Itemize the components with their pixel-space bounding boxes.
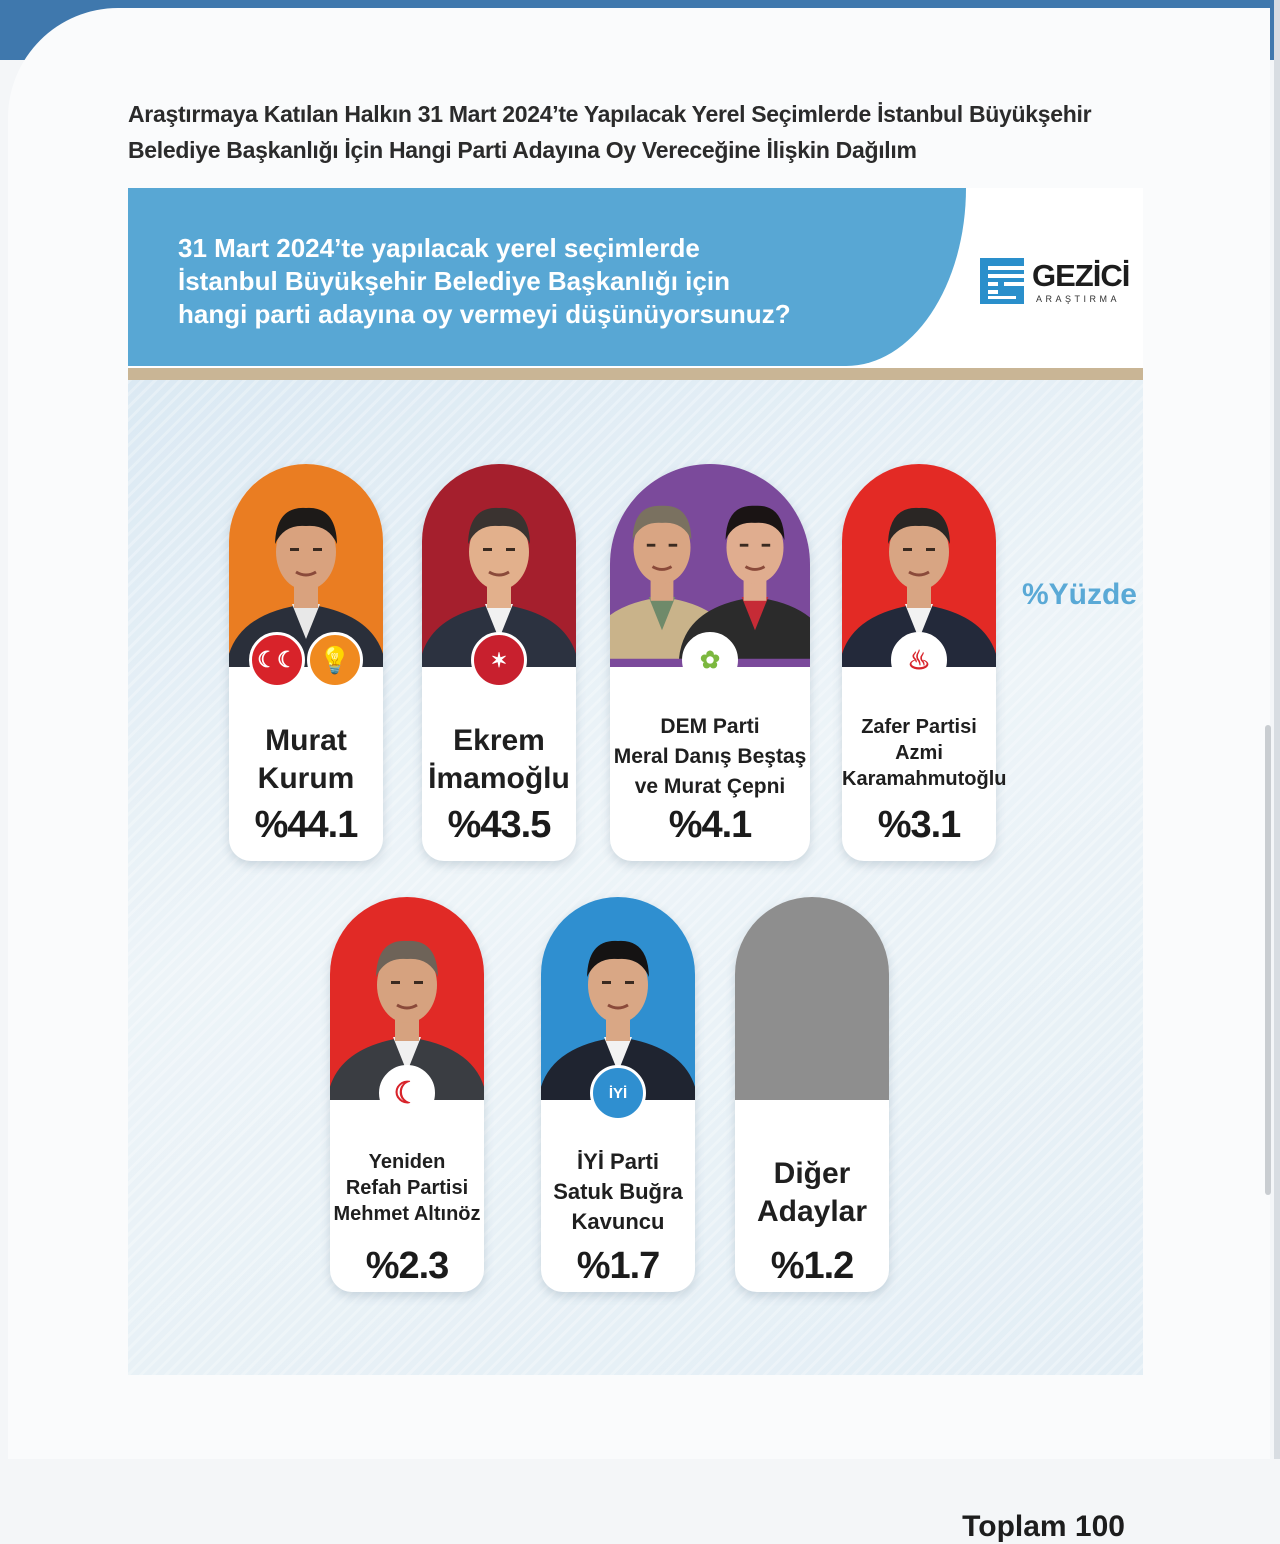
candidate-name-line: Refah Partisi	[345, 1177, 469, 1199]
party-logos: ☾☾ 💡	[229, 632, 383, 692]
dem-party-logo-icon: ✿	[682, 632, 738, 688]
candidate-percentage: %43.5	[447, 804, 552, 846]
candidate-name-line: Zafer Partisi	[861, 716, 977, 738]
candidate-name-line: Mehmet Altınöz	[333, 1203, 481, 1225]
gezici-g-icon	[980, 258, 1024, 304]
candidate-name-line: Kavuncu	[571, 1209, 665, 1234]
candidate-card: Diğer Adaylar %1.2	[735, 897, 889, 1292]
unit-label: %Yüzde	[1021, 578, 1137, 611]
candidate-name-line: Karamahmutoğlu	[842, 768, 1007, 790]
party-logos: ✶	[422, 632, 576, 692]
candidate-portrait-icon	[842, 507, 996, 667]
page-title-line-2: Belediye Başkanlığı İçin Hangi Parti Ada…	[128, 137, 917, 163]
question-banner: 31 Mart 2024’te yapılacak yerel seçimler…	[128, 188, 966, 366]
candidate-name-line: Kurum	[257, 762, 355, 795]
candidate-percentage: %3.1	[877, 804, 962, 846]
party-logos: ✿	[610, 632, 810, 692]
candidate-name-line: Satuk Buğra	[553, 1179, 683, 1204]
page-title-line-1: Araştırmaya Katılan Halkın 31 Mart 2024’…	[128, 101, 1092, 127]
scrollbar-thumb[interactable]	[1265, 725, 1271, 1195]
iyi-badge-text: İYİ	[608, 1084, 628, 1102]
logo-subtitle: ARAŞTIRMA	[1036, 294, 1121, 304]
candidate-portrait-icon	[610, 505, 810, 659]
banner-divider	[128, 368, 1143, 380]
candidate-name: İYİ Parti Satuk Buğra Kavuncu	[541, 1147, 695, 1237]
question-line-2: İstanbul Büyükşehir Belediye Başkanlığı …	[178, 266, 730, 296]
candidate-percentage: %2.3	[365, 1245, 450, 1287]
candidate-card: ♨ Zafer Partisi Azmi Karamahmutoğlu %3.1	[842, 464, 1007, 861]
candidate-name-line: İYİ Parti	[577, 1149, 659, 1174]
chart-panel: %Yüzde Toplam 100 ☾☾ 💡 Murat Kurum %44.1 ✶ Ekr…	[128, 380, 1143, 1543]
candidate-card: İYİ İYİ Parti Satuk Buğra Kavuncu %1.7	[541, 897, 695, 1292]
candidate-name-line: Meral Danış Beştaş	[613, 745, 807, 768]
chp-logo-icon: ✶	[471, 632, 527, 688]
candidate-card: ✿ DEM Parti Meral Danış Beştaş ve Murat Çep…	[610, 464, 810, 861]
candidate-name-line: Azmi	[895, 742, 943, 764]
yrp-logo-icon: ☾	[379, 1065, 435, 1121]
question-line-1: 31 Mart 2024’te yapılacak yerel seçimler…	[178, 233, 700, 263]
party-logos: İYİ	[541, 1065, 695, 1125]
candidate-name-line: Yeniden	[368, 1151, 446, 1173]
candidate-percentage: %1.2	[770, 1245, 855, 1287]
candidate-name: Yeniden Refah Partisi Mehmet Altınöz	[330, 1149, 484, 1227]
candidate-name: Ekrem İmamoğlu	[422, 722, 576, 798]
zafer-party-logo-icon: ♨	[891, 632, 947, 688]
candidate-name: Zafer Partisi Azmi Karamahmutoğlu	[842, 714, 1007, 792]
party-logos: ♨	[842, 632, 996, 692]
candidate-percentage: %44.1	[254, 804, 359, 846]
candidate-name: DEM Parti Meral Danış Beştaş ve Murat Çepn…	[610, 712, 810, 802]
infographic-card: 31 Mart 2024’te yapılacak yerel seçimler…	[128, 188, 1143, 1543]
candidate-card: ✶ Ekrem İmamoğlu %43.5	[422, 464, 576, 861]
candidate-percentage: %4.1	[668, 804, 753, 846]
candidate-name-line: İmamoğlu	[428, 762, 570, 795]
ak-party-logo-icon: 💡	[307, 632, 363, 688]
iyi-party-logo-icon: İYİ	[590, 1065, 646, 1121]
candidate-name-line: Adaylar	[756, 1195, 868, 1228]
candidate-name-line: Murat	[265, 724, 347, 757]
total-label: Toplam 100	[962, 1510, 1125, 1543]
candidate-photo	[735, 897, 889, 1100]
logo-name: GEZİCİ	[1032, 258, 1130, 293]
question-line-3: hangi parti adayına oy vermeyi düşünüyor…	[178, 299, 791, 329]
candidate-photo	[229, 464, 383, 667]
candidate-photo	[330, 897, 484, 1100]
mhp-logo-icon: ☾☾	[249, 632, 305, 688]
candidate-name-line: Diğer	[773, 1157, 851, 1190]
page-title: Araştırmaya Katılan Halkın 31 Mart 2024’…	[128, 96, 1128, 168]
gezici-logo: GEZİCİ ARAŞTIRMA	[980, 258, 1130, 308]
candidate-card: ☾ Yeniden Refah Partisi Mehmet Altınöz %2.3	[330, 897, 484, 1292]
candidate-name-line: ve Murat Çepni	[634, 775, 786, 798]
candidate-name: Diğer Adaylar	[735, 1155, 889, 1231]
candidate-name-line: DEM Parti	[660, 715, 760, 738]
candidate-card: ☾☾ 💡 Murat Kurum %44.1	[229, 464, 383, 861]
candidate-portrait-icon	[735, 897, 889, 1100]
candidate-percentage: %1.7	[576, 1245, 661, 1287]
window-edge	[1274, 0, 1280, 1459]
candidate-name: Murat Kurum	[229, 722, 383, 798]
party-logos: ☾	[330, 1065, 484, 1125]
question-text: 31 Mart 2024’te yapılacak yerel seçimler…	[178, 232, 938, 331]
candidate-name-line: Ekrem	[453, 724, 545, 757]
